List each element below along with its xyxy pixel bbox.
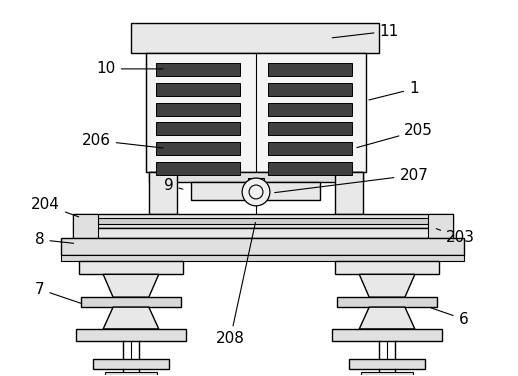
Text: 208: 208	[216, 223, 255, 346]
Bar	[361, 371, 413, 376]
Polygon shape	[103, 274, 159, 297]
Bar	[268, 63, 352, 76]
Bar	[62, 238, 465, 256]
Polygon shape	[359, 274, 415, 297]
Bar	[156, 63, 240, 76]
Bar	[268, 103, 352, 115]
Bar	[156, 162, 240, 175]
Polygon shape	[336, 261, 439, 274]
Bar	[336, 172, 363, 214]
Text: 206: 206	[82, 133, 163, 148]
Text: 203: 203	[436, 229, 475, 245]
Bar	[268, 123, 352, 135]
Bar	[62, 256, 465, 261]
Text: 11: 11	[332, 24, 399, 39]
Text: 7: 7	[35, 282, 81, 303]
Bar	[87, 218, 440, 224]
Bar	[146, 53, 366, 172]
Polygon shape	[333, 329, 442, 341]
Bar	[191, 182, 320, 200]
Text: 1: 1	[369, 81, 419, 100]
Bar	[156, 123, 240, 135]
Text: 10: 10	[96, 61, 163, 76]
Polygon shape	[337, 297, 437, 307]
Bar	[74, 214, 453, 228]
Bar	[156, 103, 240, 115]
Bar	[268, 143, 352, 155]
Bar	[428, 214, 453, 238]
Bar	[149, 172, 177, 214]
Bar	[93, 359, 169, 368]
Bar	[131, 23, 379, 53]
Bar	[156, 83, 240, 96]
Polygon shape	[79, 261, 182, 274]
Bar	[268, 83, 352, 96]
Text: 9: 9	[164, 177, 183, 193]
Bar	[156, 143, 240, 155]
Polygon shape	[359, 307, 415, 329]
Polygon shape	[103, 307, 159, 329]
Bar	[349, 359, 425, 368]
Text: 6: 6	[431, 308, 468, 326]
Bar	[74, 214, 98, 238]
Text: 205: 205	[357, 123, 433, 147]
Bar	[74, 228, 453, 238]
Circle shape	[242, 178, 270, 206]
Bar	[248, 178, 264, 184]
Text: 204: 204	[31, 197, 79, 217]
Polygon shape	[76, 329, 185, 341]
Text: 207: 207	[275, 168, 428, 193]
Polygon shape	[81, 297, 181, 307]
Bar	[149, 172, 363, 182]
Text: 8: 8	[35, 232, 74, 247]
Bar	[268, 162, 352, 175]
Bar	[105, 371, 157, 376]
